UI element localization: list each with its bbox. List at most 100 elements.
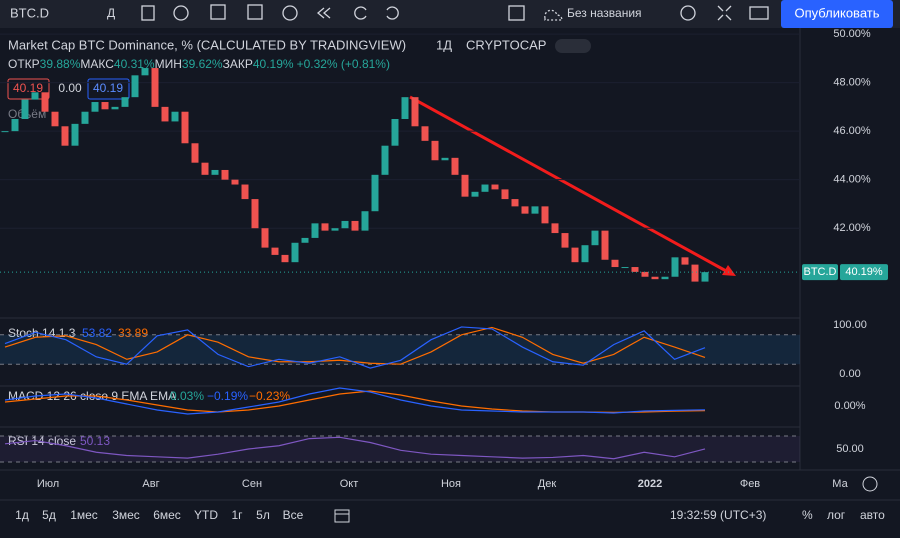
range-button[interactable]: 5л — [256, 508, 270, 522]
candle — [191, 143, 199, 163]
x-tick-label: Июл — [37, 478, 59, 490]
x-tick-label: Окт — [340, 478, 359, 490]
candle — [571, 247, 579, 263]
legend-exchange: CRYPTOCAP — [466, 37, 546, 52]
candle — [661, 276, 669, 280]
candle — [681, 257, 689, 265]
candle — [371, 174, 379, 212]
chart-type-icon[interactable] — [141, 5, 155, 21]
candle — [641, 271, 649, 277]
candle — [271, 247, 279, 255]
auto-toggle[interactable]: авто — [860, 508, 885, 522]
trend-line[interactable] — [409, 95, 729, 274]
y-tick-label: 42.00% — [833, 222, 871, 234]
candle — [11, 119, 19, 132]
candle — [311, 223, 319, 238]
ohlc-value: 40.31% — [114, 57, 155, 71]
candle — [401, 97, 409, 120]
indicators-icon[interactable] — [210, 4, 226, 20]
candle — [211, 169, 219, 175]
snapshot-icon[interactable] — [749, 6, 769, 20]
candle — [241, 184, 249, 200]
candle — [231, 179, 239, 185]
layout-name[interactable]: Без названия — [567, 6, 642, 20]
percent-toggle[interactable]: % — [802, 508, 813, 522]
legend-interval: 1Д — [436, 37, 452, 52]
candle — [561, 233, 569, 248]
candle — [531, 206, 539, 214]
range-button[interactable]: 6мес — [153, 508, 181, 522]
candle — [151, 68, 159, 107]
range-button[interactable]: 1мес — [70, 508, 98, 522]
rsi-values-line — [4, 436, 706, 460]
settings-icon[interactable] — [680, 5, 696, 21]
cloud-icon — [544, 9, 563, 21]
macd-signal-value: −0.23% — [249, 389, 290, 403]
ohlc: ОТКР39.88%МАКС40.31%МИН39.62%ЗАКР40.19% +… — [8, 57, 390, 71]
undo-icon[interactable] — [354, 6, 367, 20]
macd-value: −0.19% — [207, 389, 248, 403]
buy-price[interactable]: 40.19 — [93, 81, 123, 95]
publish-label[interactable]: Опубликовать — [794, 5, 879, 20]
fullscreen-icon[interactable] — [717, 5, 732, 21]
buy-box[interactable] — [87, 78, 130, 100]
range-button[interactable]: 1д — [15, 508, 29, 522]
clock: 19:32:59 (UTC+3) — [670, 508, 766, 522]
candle — [201, 162, 209, 175]
sell-price[interactable]: 40.19 — [13, 81, 43, 95]
status-pill — [555, 39, 591, 53]
x-tick-label: Авг — [142, 478, 159, 490]
add-indicator-icon[interactable] — [173, 5, 189, 21]
candle — [301, 237, 309, 243]
redo-icon[interactable] — [386, 6, 399, 20]
interval[interactable]: Д — [107, 6, 115, 20]
layout-icon[interactable] — [508, 5, 525, 21]
candle — [281, 254, 289, 263]
symbol-tag — [802, 264, 838, 281]
candle — [31, 92, 39, 100]
candle — [161, 106, 169, 122]
candle — [81, 111, 89, 124]
y-tick-label: 46.00% — [833, 125, 871, 137]
y-tick-label: 100.00 — [833, 319, 867, 331]
candle — [121, 97, 129, 107]
candle — [451, 157, 459, 175]
alert-icon[interactable] — [282, 5, 298, 21]
candle — [521, 206, 529, 214]
candle — [381, 145, 389, 175]
candle — [21, 99, 29, 120]
y-tick-label: 0.00% — [834, 400, 865, 412]
candle — [441, 157, 449, 161]
stoch-d-value: 33.89 — [118, 326, 148, 340]
toolbar — [0, 0, 900, 28]
candle — [541, 206, 549, 224]
range-button[interactable]: Все — [283, 508, 304, 522]
sell-box[interactable] — [7, 78, 50, 100]
candle — [131, 75, 139, 98]
candle — [351, 220, 359, 231]
publish-button[interactable] — [781, 0, 893, 28]
y-tick-label: 48.00% — [833, 77, 871, 89]
rsi-value: 50.13 — [80, 434, 110, 448]
log-toggle[interactable]: лог — [827, 508, 846, 522]
range-button[interactable]: 5д — [42, 508, 56, 522]
candle — [61, 126, 69, 146]
scale-settings-icon[interactable] — [862, 476, 878, 492]
ohlc-change: +0.32% (+0.81%) — [297, 57, 390, 71]
range-button[interactable]: 1г — [231, 508, 243, 522]
ohlc-key: МАКС — [80, 57, 114, 71]
date-range-icon[interactable] — [334, 509, 350, 523]
candle — [491, 184, 499, 190]
candle — [591, 230, 599, 246]
candle — [511, 199, 519, 207]
candle — [631, 267, 639, 272]
symbol[interactable]: BTC.D — [10, 5, 49, 20]
replay-icon[interactable] — [316, 7, 331, 19]
candle — [361, 211, 369, 231]
templates-icon[interactable] — [247, 4, 263, 20]
y-tick-label: 0.00 — [839, 368, 860, 380]
range-button[interactable]: YTD — [194, 508, 218, 522]
candle — [41, 92, 49, 112]
range-button[interactable]: 3мес — [112, 508, 140, 522]
